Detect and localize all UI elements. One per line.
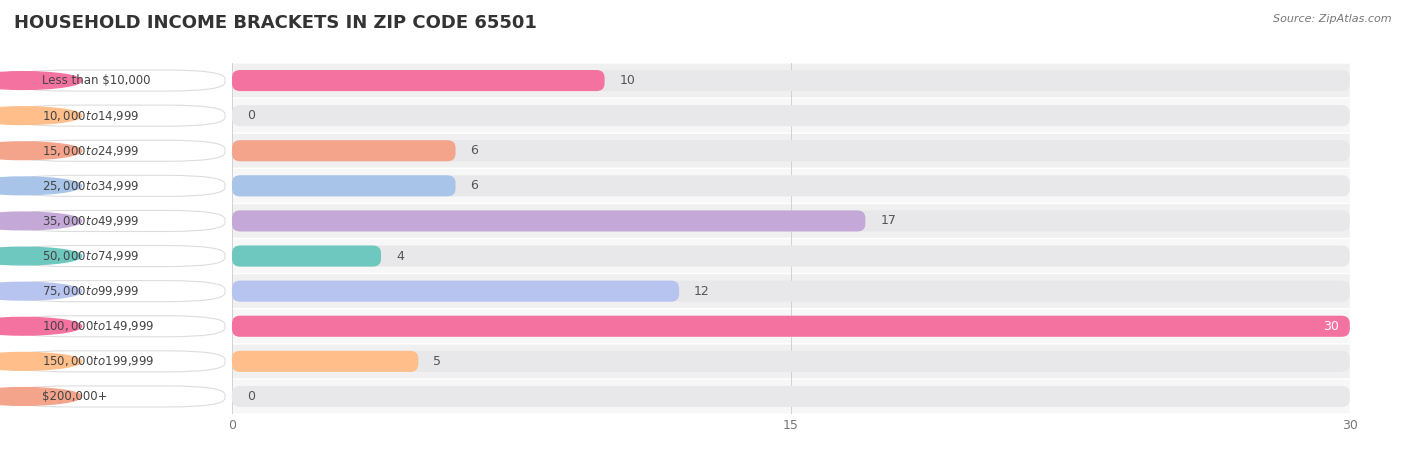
Text: $100,000 to $149,999: $100,000 to $149,999: [42, 319, 155, 333]
FancyBboxPatch shape: [232, 316, 1350, 337]
FancyBboxPatch shape: [232, 204, 1350, 238]
Circle shape: [0, 107, 82, 125]
Text: 0: 0: [247, 109, 254, 122]
Circle shape: [0, 142, 82, 160]
FancyBboxPatch shape: [11, 351, 225, 372]
Text: 5: 5: [433, 355, 441, 368]
Circle shape: [0, 72, 82, 90]
Text: 10: 10: [620, 74, 636, 87]
FancyBboxPatch shape: [232, 140, 456, 161]
FancyBboxPatch shape: [232, 351, 1350, 372]
FancyBboxPatch shape: [232, 169, 1350, 202]
FancyBboxPatch shape: [11, 105, 225, 126]
FancyBboxPatch shape: [232, 274, 1350, 308]
Text: 6: 6: [471, 144, 478, 157]
Text: Source: ZipAtlas.com: Source: ZipAtlas.com: [1274, 14, 1392, 23]
FancyBboxPatch shape: [232, 316, 1350, 337]
Text: $10,000 to $14,999: $10,000 to $14,999: [42, 108, 139, 123]
Circle shape: [0, 317, 82, 335]
Text: $75,000 to $99,999: $75,000 to $99,999: [42, 284, 139, 298]
FancyBboxPatch shape: [232, 281, 1350, 302]
Circle shape: [0, 352, 82, 370]
FancyBboxPatch shape: [232, 246, 381, 266]
Text: $50,000 to $74,999: $50,000 to $74,999: [42, 249, 139, 263]
FancyBboxPatch shape: [11, 246, 225, 266]
Text: $150,000 to $199,999: $150,000 to $199,999: [42, 354, 155, 369]
FancyBboxPatch shape: [11, 211, 225, 231]
FancyBboxPatch shape: [11, 140, 225, 161]
Text: 17: 17: [880, 215, 896, 227]
Circle shape: [0, 212, 82, 230]
Circle shape: [0, 247, 82, 265]
FancyBboxPatch shape: [11, 281, 225, 302]
FancyBboxPatch shape: [232, 70, 605, 91]
FancyBboxPatch shape: [232, 211, 866, 231]
Text: 12: 12: [695, 285, 710, 297]
FancyBboxPatch shape: [232, 345, 1350, 378]
Text: $15,000 to $24,999: $15,000 to $24,999: [42, 144, 139, 158]
FancyBboxPatch shape: [232, 351, 419, 372]
FancyBboxPatch shape: [11, 176, 225, 196]
FancyBboxPatch shape: [232, 70, 1350, 91]
Text: 30: 30: [1323, 320, 1339, 333]
FancyBboxPatch shape: [232, 246, 1350, 266]
FancyBboxPatch shape: [232, 140, 1350, 161]
Text: 0: 0: [247, 390, 254, 403]
FancyBboxPatch shape: [232, 105, 1350, 126]
Text: 6: 6: [471, 180, 478, 192]
FancyBboxPatch shape: [11, 70, 225, 91]
Circle shape: [0, 387, 82, 405]
FancyBboxPatch shape: [232, 310, 1350, 343]
Text: $35,000 to $49,999: $35,000 to $49,999: [42, 214, 139, 228]
FancyBboxPatch shape: [232, 99, 1350, 132]
FancyBboxPatch shape: [11, 386, 225, 407]
FancyBboxPatch shape: [232, 176, 1350, 196]
FancyBboxPatch shape: [232, 380, 1350, 413]
Text: $200,000+: $200,000+: [42, 390, 107, 403]
FancyBboxPatch shape: [232, 281, 679, 302]
FancyBboxPatch shape: [232, 176, 456, 196]
FancyBboxPatch shape: [232, 386, 1350, 407]
Text: 4: 4: [396, 250, 404, 262]
FancyBboxPatch shape: [232, 64, 1350, 97]
Circle shape: [0, 282, 82, 300]
FancyBboxPatch shape: [232, 134, 1350, 167]
Circle shape: [0, 177, 82, 195]
FancyBboxPatch shape: [232, 211, 1350, 231]
Text: HOUSEHOLD INCOME BRACKETS IN ZIP CODE 65501: HOUSEHOLD INCOME BRACKETS IN ZIP CODE 65…: [14, 14, 537, 32]
Text: Less than $10,000: Less than $10,000: [42, 74, 150, 87]
FancyBboxPatch shape: [232, 239, 1350, 273]
FancyBboxPatch shape: [11, 316, 225, 337]
Text: $25,000 to $34,999: $25,000 to $34,999: [42, 179, 139, 193]
